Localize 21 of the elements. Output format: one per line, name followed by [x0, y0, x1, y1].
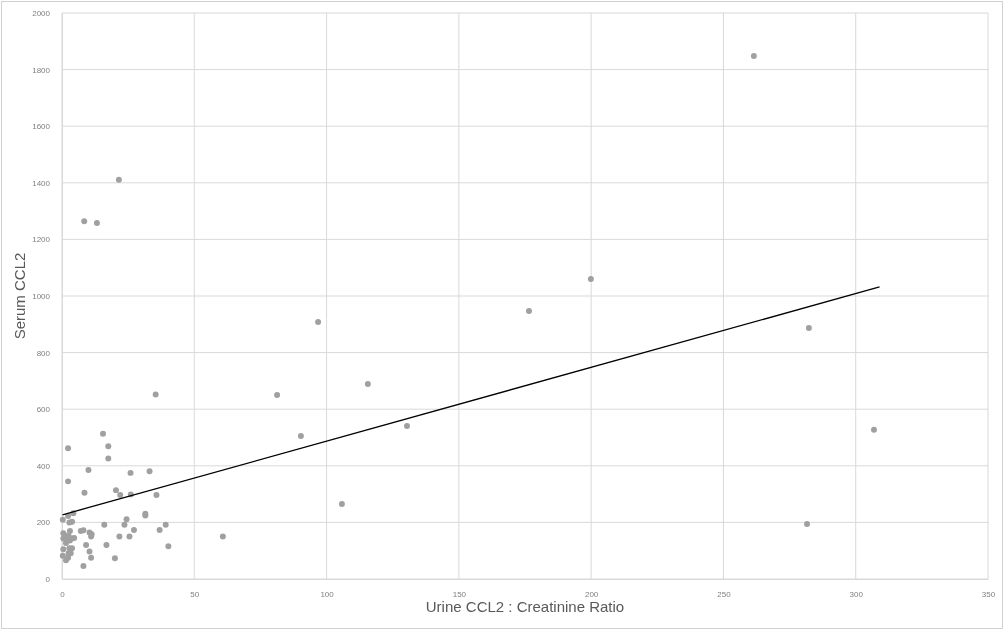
y-axis-title: Serum CCL2: [11, 252, 28, 340]
x-tick-label: 50: [190, 589, 200, 599]
y-tick-label: 2000: [32, 9, 51, 19]
x-tick-label: 200: [584, 589, 599, 599]
y-tick-label: 400: [36, 461, 51, 471]
x-axis-title: Urine CCL2 : Creatinine Ratio: [425, 598, 625, 615]
x-tick-label: 150: [452, 589, 467, 599]
y-tick-label: 1600: [32, 122, 51, 132]
y-tick-label: 1800: [32, 65, 51, 75]
x-tick-label: 250: [717, 589, 732, 599]
y-tick-label: 800: [36, 348, 51, 358]
y-tick-label: 1000: [32, 292, 51, 302]
x-tick-label: 100: [320, 589, 335, 599]
y-tick-label: 0: [45, 575, 51, 585]
x-tick-label: 300: [849, 589, 864, 599]
y-tick-label: 600: [36, 405, 51, 415]
x-tick-label: 350: [981, 589, 996, 599]
y-tick-label: 1200: [32, 235, 51, 245]
y-tick-label: 1400: [32, 178, 51, 188]
x-tick-label: 0: [60, 589, 66, 599]
y-tick-label: 200: [36, 518, 51, 528]
